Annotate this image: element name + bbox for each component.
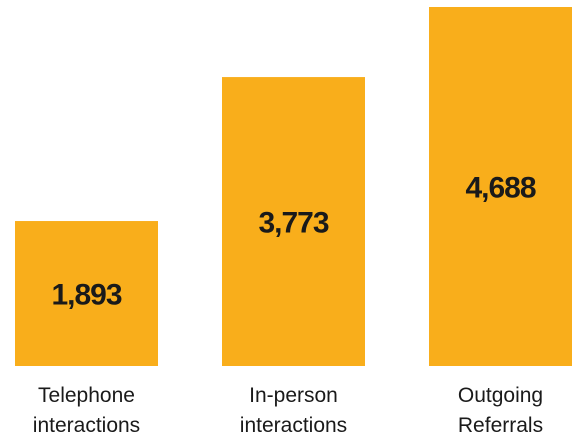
category-label-line: Referrals xyxy=(458,414,543,437)
category-label-0: Telephone interactions xyxy=(33,384,140,437)
value-labels-group: 1,893 3,773 4,688 xyxy=(51,172,536,312)
category-label-1: In-person interactions xyxy=(240,384,347,437)
value-label-2: 4,688 xyxy=(465,172,535,205)
category-labels-group: Telephone interactions In-person interactio… xyxy=(33,384,543,437)
bar-2 xyxy=(429,7,572,366)
category-label-line: In-person xyxy=(249,384,338,407)
value-label-0: 1,893 xyxy=(51,279,121,312)
category-label-line: interactions xyxy=(33,414,140,437)
value-label-1: 3,773 xyxy=(258,207,328,240)
category-label-2: Outgoing Referrals xyxy=(458,384,543,437)
bar-0 xyxy=(15,221,158,366)
category-label-line: Telephone xyxy=(38,384,135,407)
bars-group xyxy=(15,7,572,366)
category-label-line: interactions xyxy=(240,414,347,437)
bar-1 xyxy=(222,77,365,366)
category-label-line: Outgoing xyxy=(458,384,543,407)
